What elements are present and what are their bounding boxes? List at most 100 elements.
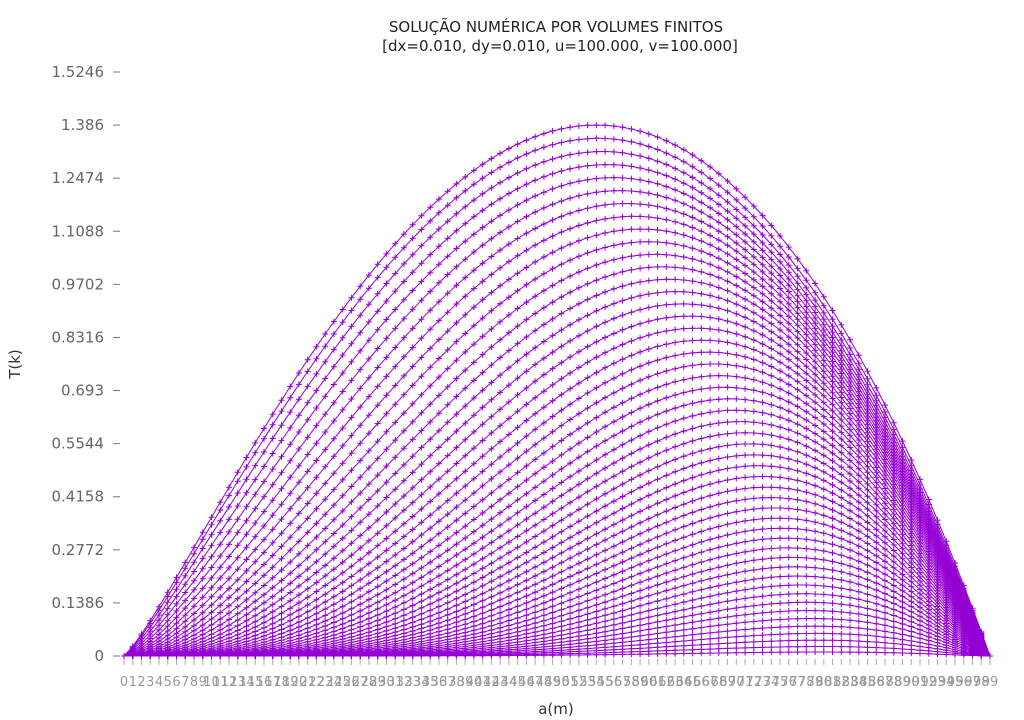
x-tick-label-92: 92: [920, 675, 937, 690]
x-tick-label-56: 56: [606, 675, 623, 690]
x-axis: 0 1 2 3 4 5 6 7 8 9101112131415161718192021222324…: [120, 659, 998, 690]
x-tick-label-99: 99: [982, 675, 999, 690]
series-markers-32: [121, 349, 993, 659]
x-tick-label-38: 38: [448, 675, 465, 690]
series-markers-45: [121, 187, 993, 659]
x-tick-label-10: 10: [203, 675, 220, 690]
x-tick-label-72: 72: [746, 675, 763, 690]
x-tick-label-82: 82: [833, 675, 850, 690]
y-tick-label-10: 1.386: [61, 116, 104, 134]
x-tick-label-53: 53: [579, 675, 596, 690]
x-tick-label-79: 79: [807, 675, 824, 690]
chart-subtitle: [dx=0.010, dy=0.010, u=100.000, v=100.00…: [382, 37, 738, 55]
series-line-46: [123, 177, 991, 657]
y-tick-label-2: 0.2772: [52, 541, 105, 559]
x-tick-label-16: 16: [256, 675, 273, 690]
y-axis-label: T(k): [6, 349, 24, 380]
x-tick-label-69: 69: [719, 675, 736, 690]
series-line-48: [123, 151, 991, 657]
x-tick-label-18: 18: [273, 675, 290, 690]
x-tick-label-7: 7: [181, 675, 189, 690]
x-tick-label-33: 33: [404, 675, 421, 690]
x-tick-label-61: 61: [649, 675, 666, 690]
x-tick-label-20: 20: [291, 675, 308, 690]
x-tick-label-80: 80: [816, 675, 833, 690]
x-tick-label-81: 81: [824, 675, 841, 690]
x-tick-label-36: 36: [431, 675, 448, 690]
x-tick-label-47: 47: [527, 675, 544, 690]
x-tick-label-9: 9: [199, 675, 207, 690]
series-line-49: [123, 137, 991, 657]
series-line-43: [123, 215, 991, 657]
x-tick-label-39: 39: [457, 675, 474, 690]
x-tick-label-93: 93: [929, 675, 946, 690]
x-tick-label-85: 85: [859, 675, 876, 690]
x-tick-label-62: 62: [658, 675, 675, 690]
x-tick-label-78: 78: [798, 675, 815, 690]
x-tick-label-94: 94: [938, 675, 955, 690]
series-markers-36: [121, 300, 993, 659]
x-tick-label-48: 48: [536, 675, 553, 690]
series-markers-21: [121, 473, 993, 659]
series-line-26: [124, 421, 991, 657]
x-tick-label-14: 14: [238, 675, 255, 690]
x-tick-label-23: 23: [317, 675, 334, 690]
x-tick-label-95: 95: [947, 675, 964, 690]
x-tick-label-75: 75: [772, 675, 789, 690]
x-tick-label-63: 63: [667, 675, 684, 690]
x-tick-label-27: 27: [352, 675, 369, 690]
series-line-20: [124, 486, 991, 657]
series-markers-22: [121, 462, 993, 659]
series-markers-24: [121, 440, 993, 659]
series-line-34: [123, 327, 991, 657]
series-line-42: [123, 228, 991, 657]
x-tick-label-41: 41: [474, 675, 491, 690]
x-tick-label-59: 59: [632, 675, 649, 690]
y-tick-label-11: 1.5246: [52, 63, 105, 81]
x-tick-label-26: 26: [343, 675, 360, 690]
series-line-39: [123, 266, 991, 657]
x-tick-label-49: 49: [544, 675, 561, 690]
series-line-32: [124, 351, 991, 657]
x-tick-label-12: 12: [221, 675, 238, 690]
x-tick-label-21: 21: [299, 675, 316, 690]
x-tick-label-60: 60: [641, 675, 658, 690]
x-tick-label-29: 29: [369, 675, 386, 690]
series-line-41: [123, 241, 991, 657]
series-line-27: [124, 409, 991, 657]
x-tick-label-50: 50: [553, 675, 570, 690]
series-markers-17: [121, 515, 993, 659]
x-tick-label-25: 25: [334, 675, 351, 690]
series-line-36: [123, 303, 991, 657]
y-tick-label-7: 0.9702: [52, 275, 105, 293]
x-tick-label-22: 22: [308, 675, 325, 690]
y-tick-label-9: 1.2474: [52, 169, 105, 187]
x-tick-label-5: 5: [164, 675, 172, 690]
x-tick-label-31: 31: [387, 675, 404, 690]
x-tick-label-88: 88: [886, 675, 903, 690]
x-tick-label-13: 13: [229, 675, 246, 690]
y-axis: 0 0.1386 0.2772 0.4158 0.5544 0.693 0.8316 0.97…: [52, 63, 120, 665]
x-tick-label-91: 91: [912, 675, 929, 690]
x-tick-label-64: 64: [676, 675, 693, 690]
y-tick-label-5: 0.693: [61, 382, 104, 400]
x-tick-label-67: 67: [702, 675, 719, 690]
series-line-50: [123, 124, 991, 657]
x-tick-label-87: 87: [877, 675, 894, 690]
x-tick-label-45: 45: [509, 675, 526, 690]
x-tick-label-4: 4: [155, 675, 163, 690]
x-tick-label-35: 35: [422, 675, 439, 690]
x-tick-label-98: 98: [973, 675, 990, 690]
series-line-19: [124, 497, 991, 657]
x-tick-label-70: 70: [728, 675, 745, 690]
x-tick-label-0: 0: [120, 675, 128, 690]
series-line-44: [123, 203, 991, 657]
y-tick-label-0: 0: [94, 647, 104, 665]
x-tick-label-17: 17: [264, 675, 281, 690]
series-line-40: [123, 253, 991, 657]
series-line-31: [124, 363, 991, 657]
x-tick-label-32: 32: [396, 675, 413, 690]
x-tick-label-65: 65: [684, 675, 701, 690]
x-tick-label-43: 43: [492, 675, 509, 690]
